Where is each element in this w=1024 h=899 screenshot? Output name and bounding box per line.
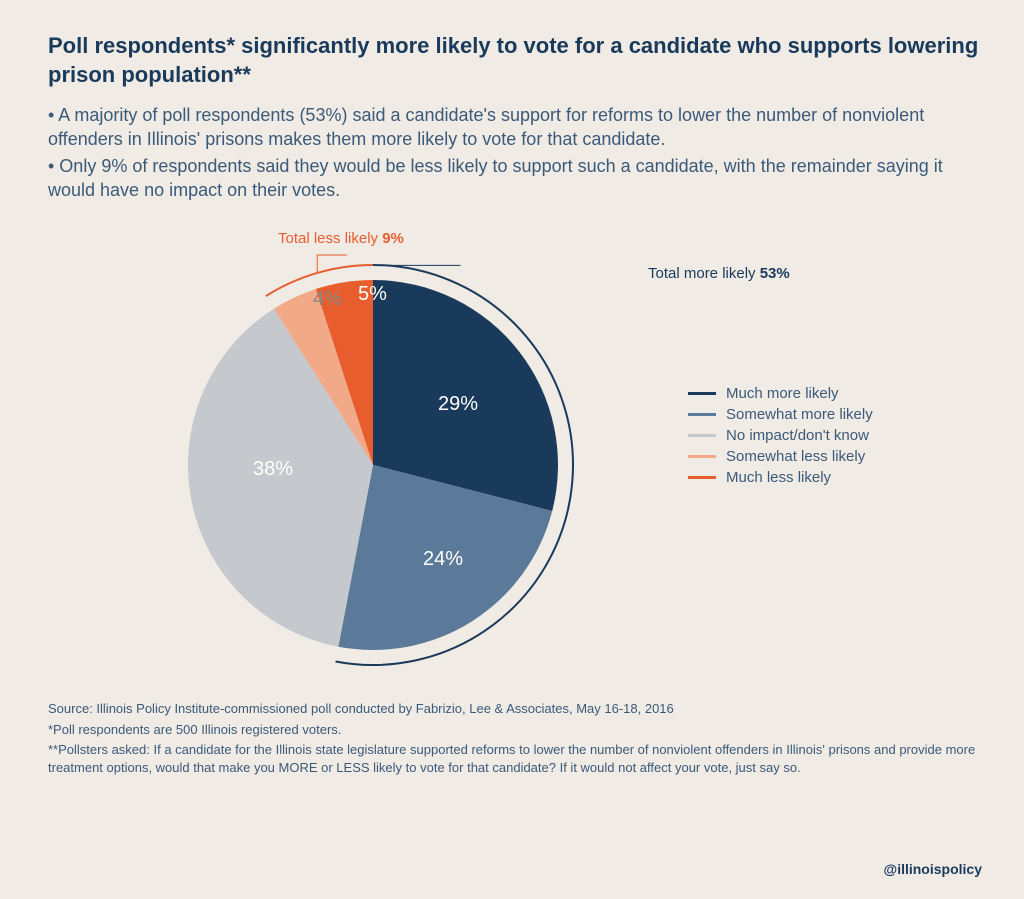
page-title: Poll respondents* significantly more lik… xyxy=(48,32,984,89)
slice-label: 29% xyxy=(438,393,478,415)
footer-note1: *Poll respondents are 500 Illinois regis… xyxy=(48,721,984,739)
legend-swatch xyxy=(688,413,716,416)
legend-label: Much more likely xyxy=(726,385,839,402)
legend-swatch xyxy=(688,476,716,479)
bullet-1: • A majority of poll respondents (53%) s… xyxy=(48,103,984,152)
legend-item: Much less likely xyxy=(688,469,873,486)
legend-swatch xyxy=(688,392,716,395)
legend-item: Somewhat more likely xyxy=(688,406,873,423)
bullets: • A majority of poll respondents (53%) s… xyxy=(48,103,984,202)
handle: @illinoispolicy xyxy=(884,861,982,877)
slice-label: 4% xyxy=(313,288,342,310)
legend-swatch xyxy=(688,434,716,437)
legend-item: Much more likely xyxy=(688,385,873,402)
footer: Source: Illinois Policy Institute-commis… xyxy=(48,700,984,777)
legend-item: Somewhat less likely xyxy=(688,448,873,465)
legend-item: No impact/don't know xyxy=(688,427,873,444)
legend-label: No impact/don't know xyxy=(726,427,869,444)
slice-label: 38% xyxy=(253,458,293,480)
slice-label: 5% xyxy=(358,283,387,305)
footer-note2: **Pollsters asked: If a candidate for th… xyxy=(48,741,984,777)
legend-label: Somewhat more likely xyxy=(726,406,873,423)
slice-label: 24% xyxy=(423,548,463,570)
pie-chart: Total less likely 9% Total more likely 5… xyxy=(48,210,984,690)
bullet-2: • Only 9% of respondents said they would… xyxy=(48,154,984,203)
legend-label: Somewhat less likely xyxy=(726,448,865,465)
legend-label: Much less likely xyxy=(726,469,831,486)
legend: Much more likely Somewhat more likely No i… xyxy=(688,385,873,490)
annot-more-likely: Total more likely 53% xyxy=(648,265,790,282)
legend-swatch xyxy=(688,455,716,458)
pie-svg: 29% 24% 38% 4% 5% xyxy=(168,240,598,690)
footer-source: Source: Illinois Policy Institute-commis… xyxy=(48,700,984,718)
